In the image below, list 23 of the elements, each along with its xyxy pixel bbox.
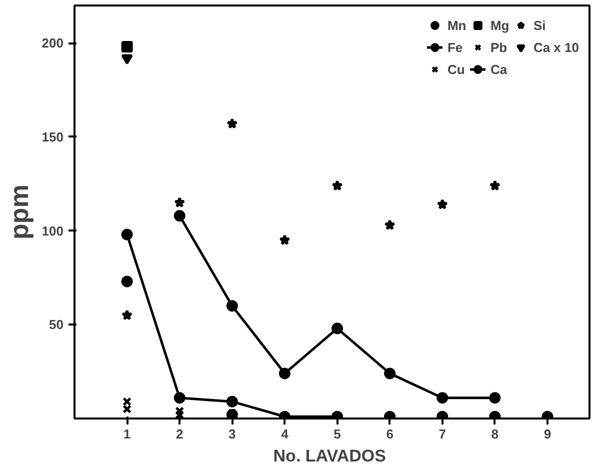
x-tick-label: 2 [176,426,184,442]
y-tick-label: 50 [49,317,64,332]
x-tick-label: 8 [491,426,499,442]
legend-label: Fe [447,40,464,54]
x-tick-label: 3 [228,426,236,442]
x-tick-label: 4 [281,426,290,442]
y-tick-label: 100 [42,223,64,238]
x-tick-label: 1 [123,426,131,442]
x-tick-label: 9 [544,426,552,442]
x-tick-label: 5 [334,426,341,442]
legend-label: Pb [490,40,508,54]
legend-label: Si [533,18,547,32]
x-axis-title: No. LAVADOS [273,446,386,466]
x-tick-label: 6 [386,426,394,442]
legend-label: Cu [447,62,466,76]
y-axis-title: ppm [4,184,34,240]
legend-label: Mg [490,18,510,32]
x-tick-label: 7 [438,426,446,442]
y-tick-label: 200 [42,36,64,51]
legend-label: Mn [447,18,468,32]
legend-label: Ca x 10 [533,40,579,54]
legend-label: Ca [490,62,508,76]
y-tick-label: 150 [42,129,64,144]
